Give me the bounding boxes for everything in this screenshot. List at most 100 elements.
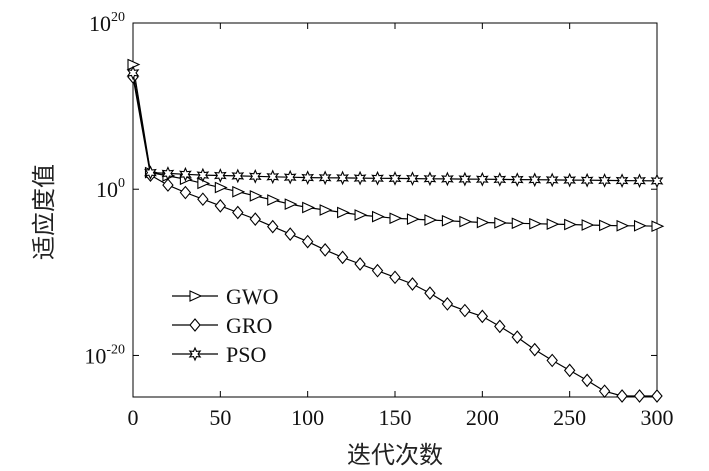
series-pso — [126, 65, 664, 189]
data-point-pso — [545, 172, 559, 188]
data-point-gro — [162, 178, 174, 192]
data-point-gro — [616, 389, 628, 403]
data-point-gro — [424, 286, 436, 300]
data-point-gro — [563, 363, 576, 378]
x-tick-label: 100 — [291, 405, 324, 430]
data-point-pso — [388, 171, 402, 186]
x-tick-label: 150 — [379, 405, 412, 430]
data-point-gwo — [232, 185, 246, 198]
data-point-gro — [249, 212, 261, 227]
data-point-pso — [510, 172, 524, 187]
data-point-pso — [458, 171, 472, 187]
x-tick-label: 250 — [553, 405, 586, 430]
data-point-gwo — [406, 213, 420, 225]
data-point-gwo — [459, 215, 473, 228]
data-point-gro — [336, 250, 349, 265]
data-point-gwo — [302, 201, 315, 214]
legend-marker-gro — [189, 318, 201, 332]
data-point-gwo — [371, 210, 385, 223]
data-point-pso — [423, 171, 437, 187]
data-point-gro — [197, 192, 209, 207]
y-axis-label: 适应度值 — [30, 164, 58, 260]
data-point-pso — [231, 168, 245, 184]
data-point-pso — [301, 170, 315, 185]
data-point-gwo — [529, 217, 543, 230]
data-point-gro — [494, 319, 506, 334]
data-point-gwo — [214, 181, 228, 194]
data-point-pso — [248, 168, 262, 184]
data-point-gwo — [651, 220, 665, 233]
series-line-pso — [132, 72, 658, 182]
data-point-pso — [144, 165, 157, 180]
data-point-gwo — [319, 204, 333, 216]
data-point-pso — [161, 166, 175, 181]
data-point-gro — [319, 243, 331, 257]
data-point-gro — [651, 389, 663, 403]
data-point-gwo — [354, 209, 368, 221]
data-point-gro — [389, 270, 401, 285]
data-point-pso — [598, 173, 611, 188]
data-point-gwo — [633, 219, 647, 232]
series-layer — [126, 58, 665, 403]
data-point-gwo — [441, 214, 455, 227]
data-point-gwo — [424, 214, 438, 226]
data-point-gro — [179, 185, 192, 200]
data-point-gro — [232, 205, 244, 220]
data-point-gro — [476, 309, 489, 324]
data-point-pso — [196, 167, 210, 183]
data-point-gwo — [616, 219, 630, 232]
data-point-gwo — [249, 190, 263, 202]
data-point-pso — [353, 170, 367, 186]
data-point-gro — [301, 234, 314, 249]
data-point-pso — [615, 173, 629, 188]
legend: GWO GRO PSO — [172, 284, 279, 367]
data-point-gwo — [337, 206, 350, 219]
y-tick-label: 1020 — [89, 10, 125, 36]
data-point-gwo — [546, 218, 560, 230]
x-tick-label: 50 — [209, 405, 231, 430]
data-point-gwo — [476, 216, 490, 229]
legend-entry-pso: PSO — [172, 342, 266, 367]
legend-label: GWO — [226, 284, 279, 309]
data-point-gro — [511, 330, 523, 345]
data-point-gro — [267, 219, 279, 234]
legend-marker-gwo — [189, 290, 203, 302]
data-point-gro — [284, 227, 296, 241]
data-point-pso — [493, 172, 507, 187]
series-gwo — [127, 58, 665, 233]
data-point-pso — [563, 172, 577, 188]
data-point-pso — [126, 65, 140, 81]
data-point-gro — [214, 198, 227, 213]
data-point-pso — [633, 173, 646, 189]
series-gro — [127, 70, 663, 403]
data-point-gwo — [599, 219, 612, 232]
data-point-gro — [459, 303, 471, 318]
legend-label: GRO — [226, 313, 272, 338]
data-point-pso — [266, 169, 280, 185]
data-point-gro — [529, 342, 541, 357]
series-line-gro — [132, 76, 657, 397]
data-point-gwo — [564, 218, 577, 231]
data-point-pso — [318, 170, 332, 186]
data-point-gro — [406, 277, 419, 291]
data-point-pso — [213, 168, 227, 183]
data-point-gro — [371, 263, 384, 278]
data-point-pso — [528, 172, 542, 188]
data-point-pso — [283, 169, 297, 185]
x-axis-label: 迭代次数 — [347, 441, 443, 469]
data-point-gro — [633, 389, 646, 403]
data-point-gro — [598, 384, 611, 399]
y-tick-label: 10-20 — [84, 342, 125, 368]
data-point-gwo — [511, 217, 525, 230]
data-point-pso — [179, 166, 192, 182]
y-tick-label: 100 — [96, 176, 125, 202]
data-point-gwo — [284, 198, 298, 211]
data-point-pso — [650, 173, 664, 189]
data-point-gwo — [581, 219, 595, 231]
x-tick-label: 200 — [466, 405, 499, 430]
legend-entry-gwo: GWO — [172, 284, 279, 309]
x-tick-label: 300 — [641, 405, 674, 430]
data-point-pso — [371, 170, 384, 186]
legend-marker-pso — [188, 346, 202, 362]
